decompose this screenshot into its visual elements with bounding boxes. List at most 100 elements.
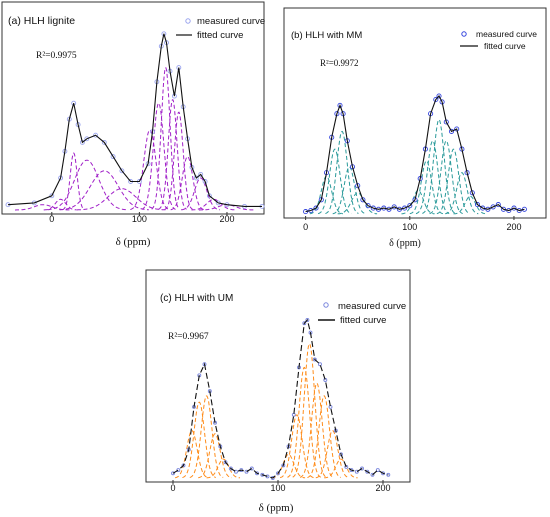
measured-point: [354, 469, 359, 474]
component-peak: [175, 430, 209, 479]
measured-point: [391, 204, 397, 210]
component-peak: [151, 66, 180, 210]
component-peaks: [309, 119, 487, 215]
measured-point: [365, 469, 370, 474]
component-peak: [401, 189, 435, 215]
measured-point: [234, 469, 238, 474]
component-peak: [279, 414, 314, 479]
legend: measured curve fitted curve: [318, 301, 406, 326]
measured-curve: [303, 93, 527, 215]
legend-fitted-label: fitted curve: [340, 315, 386, 326]
measured-point: [202, 179, 208, 184]
legend-measured-marker: [461, 31, 467, 37]
measured-point: [337, 102, 343, 108]
component-peak: [198, 433, 232, 479]
legend-fitted-label: fitted curve: [484, 41, 526, 51]
component-peak: [189, 395, 224, 478]
legend: measured curve fitted curve: [176, 16, 265, 41]
measured-point: [511, 205, 517, 211]
legend-fitted-label: fitted curve: [197, 30, 243, 41]
component-peak: [181, 177, 221, 211]
x-axis-label: δ (ppm): [259, 502, 294, 514]
component-peak: [325, 130, 359, 214]
measured-point: [110, 154, 116, 160]
component-peak: [324, 458, 358, 479]
component-peak: [43, 198, 77, 211]
plot-frame: [1, 1, 265, 215]
x-tick-label: 0: [170, 483, 175, 493]
measured-point: [228, 466, 233, 471]
x-tick-label: 200: [506, 222, 521, 232]
measured-point: [302, 321, 307, 326]
component-peak: [170, 156, 205, 211]
measured-point: [375, 468, 380, 473]
component-peak: [453, 195, 487, 215]
component-peak: [287, 366, 322, 478]
x-tick-label: 0: [49, 214, 54, 224]
measured-point: [93, 132, 99, 138]
measured-point: [407, 203, 413, 209]
component-peak: [337, 192, 378, 215]
fitted-curve: [7, 33, 262, 207]
measured-point: [119, 168, 125, 174]
measured-point: [448, 128, 455, 134]
component-peak: [164, 111, 193, 210]
legend-measured-label: measured curve: [476, 29, 537, 39]
component-peak: [409, 160, 443, 215]
r-squared-label: R²=0.9975: [36, 51, 77, 61]
legend-measured-label: measured curve: [338, 301, 406, 312]
measured-point: [84, 136, 90, 142]
measured-point: [433, 96, 439, 103]
panel-a: 0 100 200 (a) HLH lignite R²=0.9975 measur…: [1, 1, 265, 248]
component-peak: [77, 188, 167, 211]
fitted-line: [305, 95, 525, 213]
component-peak: [182, 401, 216, 478]
x-tick-label: 200: [375, 483, 390, 493]
measured-point: [312, 357, 317, 362]
component-peak: [206, 458, 241, 479]
measured-point: [101, 139, 107, 145]
measured-point: [193, 175, 199, 181]
component-peak: [299, 382, 334, 478]
chart-title: (a) HLH lignite: [8, 15, 75, 27]
measured-point: [291, 412, 296, 417]
r-squared-label: R²=0.9972: [320, 58, 359, 68]
x-tick-label: 100: [270, 483, 285, 493]
x-tick-label: 200: [219, 214, 234, 224]
legend-measured-marker: [185, 18, 191, 24]
panel-c: 0 100 200 (c) HLH with UM R²=0.9967 measur…: [145, 269, 411, 514]
measured-point: [171, 471, 175, 476]
measured-point: [305, 318, 310, 322]
r-squared-label: R²=0.9967: [168, 332, 209, 342]
chart-title: (c) HLH with UM: [160, 293, 233, 304]
measured-point: [313, 205, 319, 211]
x-tick-label: 100: [132, 214, 147, 224]
panel-b: 0 100 200 (b) HLH with MM R²=0.9972 measur…: [283, 7, 547, 249]
measured-point: [495, 202, 501, 208]
measured-point: [370, 472, 375, 477]
x-axis-label: δ (ppm): [116, 236, 151, 248]
measured-point: [436, 93, 442, 99]
measured-point: [360, 197, 366, 203]
component-peaks: [175, 343, 358, 479]
component-peak: [315, 430, 350, 479]
measured-point: [355, 183, 361, 189]
x-axis-label: δ (ppm): [389, 238, 421, 249]
component-peak: [191, 198, 237, 211]
component-peak: [445, 172, 479, 215]
measured-point: [244, 469, 249, 474]
measured-point: [249, 466, 254, 471]
component-peak: [415, 140, 450, 215]
legend-measured-marker: [323, 302, 329, 308]
component-peak: [158, 98, 187, 210]
measured-point: [365, 203, 371, 209]
measured-point: [49, 193, 55, 199]
component-peak: [292, 343, 327, 478]
measured-point: [386, 472, 391, 477]
x-tick-label: 0: [303, 222, 308, 232]
chart-title: (b) HLH with MM: [291, 30, 362, 41]
x-ticks: 0 100 200: [49, 212, 234, 224]
measured-point: [339, 452, 343, 457]
component-peak: [436, 148, 471, 215]
